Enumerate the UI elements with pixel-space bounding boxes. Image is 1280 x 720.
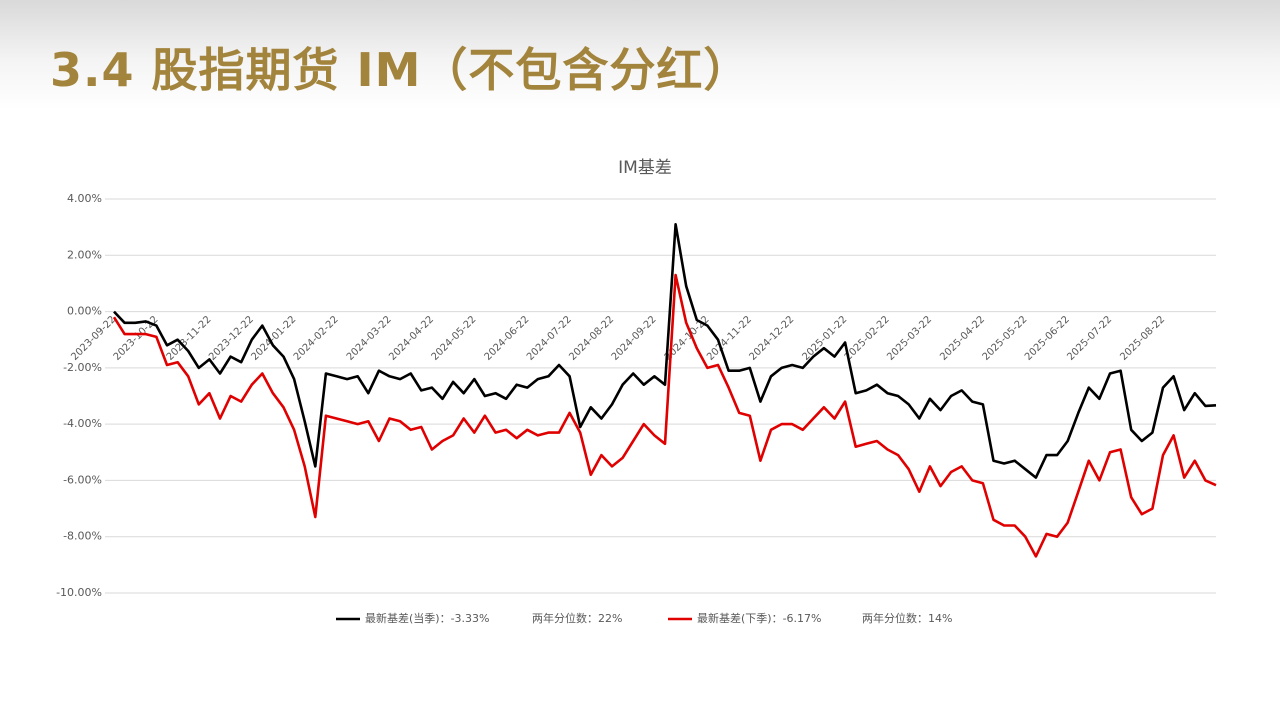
y-tick-label: -4.00% — [63, 417, 102, 430]
x-tick-label: 2024-05-22 — [430, 314, 479, 363]
series-line — [113, 223, 1217, 479]
legend-note: 两年分位数：14% — [862, 611, 952, 625]
y-tick-label: 4.00% — [67, 192, 102, 205]
legend-label: 最新基差(下季)：-6.17% — [697, 611, 822, 625]
x-tick-label: 2025-08-22 — [1118, 314, 1167, 363]
y-tick-label: -8.00% — [63, 530, 102, 543]
x-tick-label: 2025-03-22 — [885, 314, 934, 363]
y-tick-label: -10.00% — [56, 586, 102, 599]
series-line — [112, 273, 1217, 558]
legend-label: 最新基差(当季)：-3.33% — [365, 611, 490, 625]
y-tick-label: -2.00% — [63, 361, 102, 374]
y-tick-label: 0.00% — [67, 305, 102, 318]
x-tick-label: 2024-12-22 — [748, 314, 797, 363]
x-tick-label: 2024-02-22 — [292, 314, 341, 363]
chart-title: IM基差 — [618, 158, 672, 178]
legend-note: 两年分位数：22% — [532, 611, 622, 625]
y-tick-label: 2.00% — [67, 248, 102, 261]
x-tick-label: 2025-07-22 — [1065, 314, 1114, 363]
y-tick-label: -6.00% — [63, 473, 102, 486]
x-tick-label: 2024-09-22 — [610, 314, 659, 363]
slide-title: 3.4 股指期货 IM（不包含分红） — [50, 43, 751, 97]
